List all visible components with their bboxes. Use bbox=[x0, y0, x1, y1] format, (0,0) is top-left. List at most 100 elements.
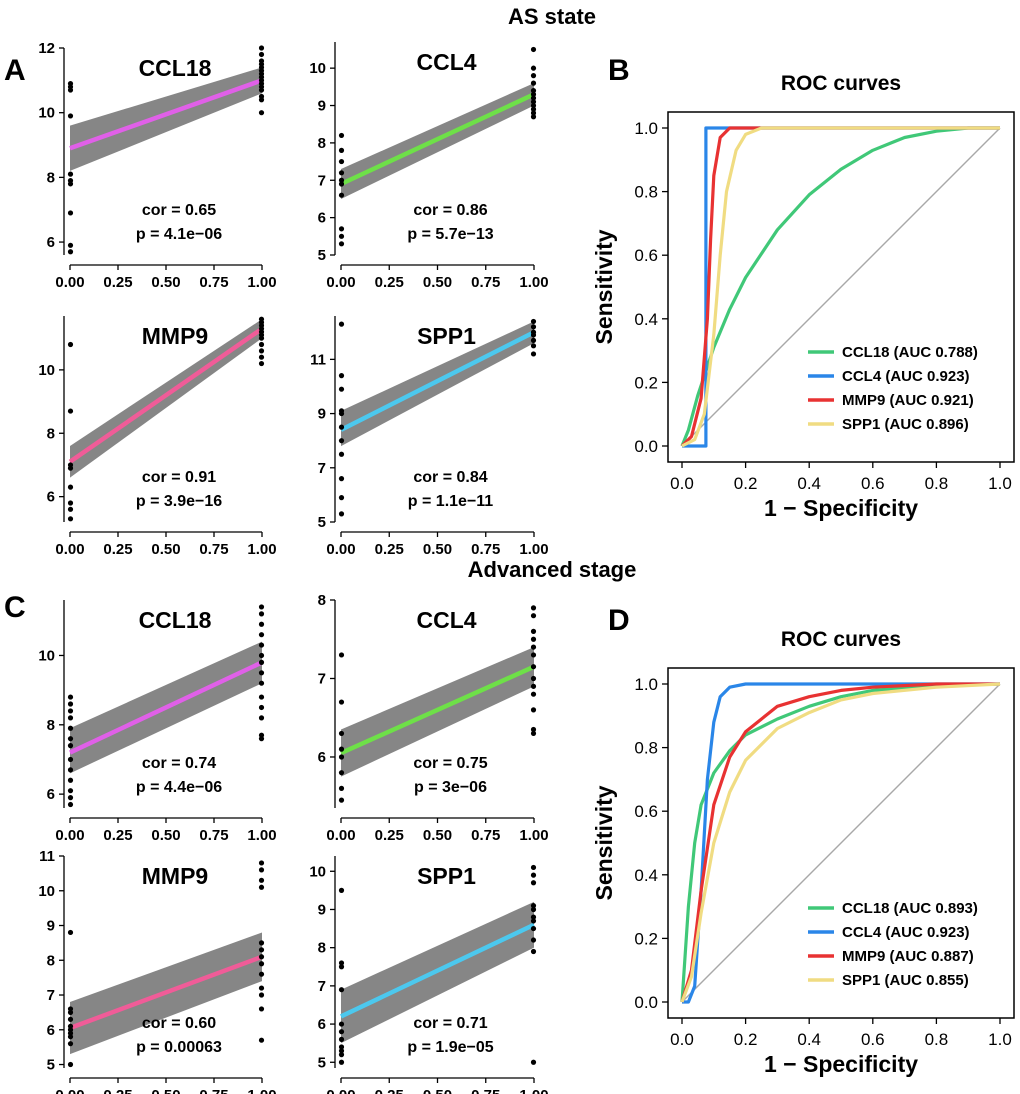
x-tick-label: 0.75 bbox=[471, 541, 500, 558]
data-point bbox=[258, 45, 265, 51]
cor-label: cor = 0.74 bbox=[142, 755, 216, 772]
data-point bbox=[258, 884, 265, 890]
data-point bbox=[338, 652, 345, 658]
data-point bbox=[258, 642, 265, 648]
data-point bbox=[67, 801, 74, 808]
y-tick-label: 6 bbox=[318, 749, 326, 766]
data-point bbox=[258, 1037, 265, 1043]
plot-frame bbox=[667, 667, 1015, 1019]
data-point bbox=[338, 321, 345, 327]
data-point bbox=[258, 652, 265, 659]
data-point bbox=[338, 181, 345, 187]
data-point bbox=[530, 91, 537, 97]
x-tick-label: 1.00 bbox=[519, 827, 548, 844]
data-point bbox=[67, 694, 74, 700]
data-point bbox=[258, 110, 265, 116]
legend-label: CCL4 (AUC 0.923) bbox=[842, 924, 970, 941]
data-point bbox=[258, 335, 265, 341]
data-point bbox=[530, 914, 537, 920]
panel-label-c: C bbox=[4, 591, 26, 624]
x-tick-label: 0.75 bbox=[199, 1087, 228, 1094]
x-tick-label: 0.6 bbox=[861, 474, 885, 493]
data-point bbox=[338, 226, 345, 232]
data-point bbox=[67, 795, 74, 801]
data-point bbox=[338, 987, 345, 993]
data-point bbox=[338, 438, 345, 444]
data-point bbox=[338, 1044, 345, 1050]
data-point bbox=[67, 500, 74, 506]
data-point bbox=[530, 726, 537, 733]
y-tick-label: 8 bbox=[318, 592, 326, 609]
x-tick-label: 0.0 bbox=[670, 1030, 694, 1049]
y-tick-label: 6 bbox=[47, 489, 55, 506]
y-tick-label: 8 bbox=[47, 169, 55, 186]
data-point bbox=[338, 887, 345, 893]
data-point bbox=[530, 683, 537, 689]
cor-label: cor = 0.71 bbox=[413, 1015, 487, 1032]
data-point bbox=[67, 1009, 74, 1015]
x-tick-label: 0.50 bbox=[423, 1087, 452, 1094]
x-tick-label: 0.4 bbox=[797, 1030, 821, 1049]
y-tick-label: 7 bbox=[318, 172, 326, 189]
data-point bbox=[258, 940, 265, 946]
data-point bbox=[338, 754, 345, 760]
y-tick-label: 0.0 bbox=[634, 437, 658, 456]
data-point bbox=[338, 241, 345, 247]
legend-label: SPP1 (AUC 0.896) bbox=[842, 416, 969, 433]
legend-label: CCL4 (AUC 0.923) bbox=[842, 368, 970, 385]
x-tick-label: 0.25 bbox=[103, 274, 132, 291]
x-tick-label: 1.00 bbox=[247, 541, 276, 558]
y-tick-label: 0.8 bbox=[634, 739, 658, 758]
x-tick-label: 0.00 bbox=[326, 1087, 355, 1094]
y-tick-label: 6 bbox=[47, 234, 55, 251]
y-tick-label: 12 bbox=[38, 40, 55, 57]
x-tick-label: 0.50 bbox=[423, 274, 452, 291]
y-tick-label: 6 bbox=[47, 1022, 55, 1039]
y-tick-label: 5 bbox=[318, 1054, 326, 1071]
data-point bbox=[530, 644, 537, 650]
y-tick-label: 10 bbox=[38, 105, 55, 122]
confidence-band bbox=[70, 319, 262, 478]
data-point bbox=[258, 704, 265, 711]
data-point bbox=[530, 324, 537, 330]
data-point bbox=[258, 87, 265, 93]
panel-label-d: D bbox=[608, 604, 630, 637]
data-point bbox=[258, 51, 265, 58]
regression-line bbox=[339, 330, 536, 432]
panel-title: MMP9 bbox=[142, 863, 208, 889]
p-value-label: p = 1.1e−11 bbox=[408, 493, 494, 510]
data-point bbox=[530, 351, 537, 357]
data-point bbox=[530, 337, 537, 343]
data-point bbox=[67, 465, 74, 471]
p-value-label: p = 3e−06 bbox=[414, 779, 487, 796]
y-tick-label: 0.4 bbox=[634, 310, 658, 329]
data-point bbox=[258, 860, 265, 866]
data-point bbox=[258, 867, 265, 873]
data-point bbox=[67, 516, 74, 522]
data-point bbox=[338, 964, 345, 970]
data-point bbox=[530, 948, 537, 955]
section-title-advanced-stage: Advanced stage bbox=[468, 557, 637, 582]
x-tick-label: 0.00 bbox=[55, 274, 84, 291]
data-point bbox=[530, 937, 537, 943]
x-tick-label: 0.50 bbox=[151, 541, 180, 558]
data-point bbox=[530, 872, 537, 878]
x-tick-label: 0.00 bbox=[326, 274, 355, 291]
regression-line bbox=[340, 922, 535, 1019]
y-tick-label: 6 bbox=[318, 1016, 326, 1033]
y-tick-label: 9 bbox=[318, 98, 326, 115]
x-tick-label: 0.00 bbox=[326, 541, 355, 558]
data-point bbox=[258, 659, 265, 666]
x-tick-label: 0.25 bbox=[375, 541, 404, 558]
cor-label: cor = 0.60 bbox=[142, 1015, 216, 1032]
data-point bbox=[530, 73, 537, 79]
regression-line bbox=[69, 954, 263, 1031]
y-tick-label: 0.8 bbox=[634, 183, 658, 202]
x-tick-label: 0.00 bbox=[55, 827, 84, 844]
x-tick-label: 1.0 bbox=[988, 474, 1012, 493]
confidence-band bbox=[70, 67, 262, 171]
x-tick-label: 1.0 bbox=[988, 1030, 1012, 1049]
data-point bbox=[258, 877, 265, 883]
data-point bbox=[67, 708, 74, 714]
x-tick-label: 0.75 bbox=[471, 827, 500, 844]
